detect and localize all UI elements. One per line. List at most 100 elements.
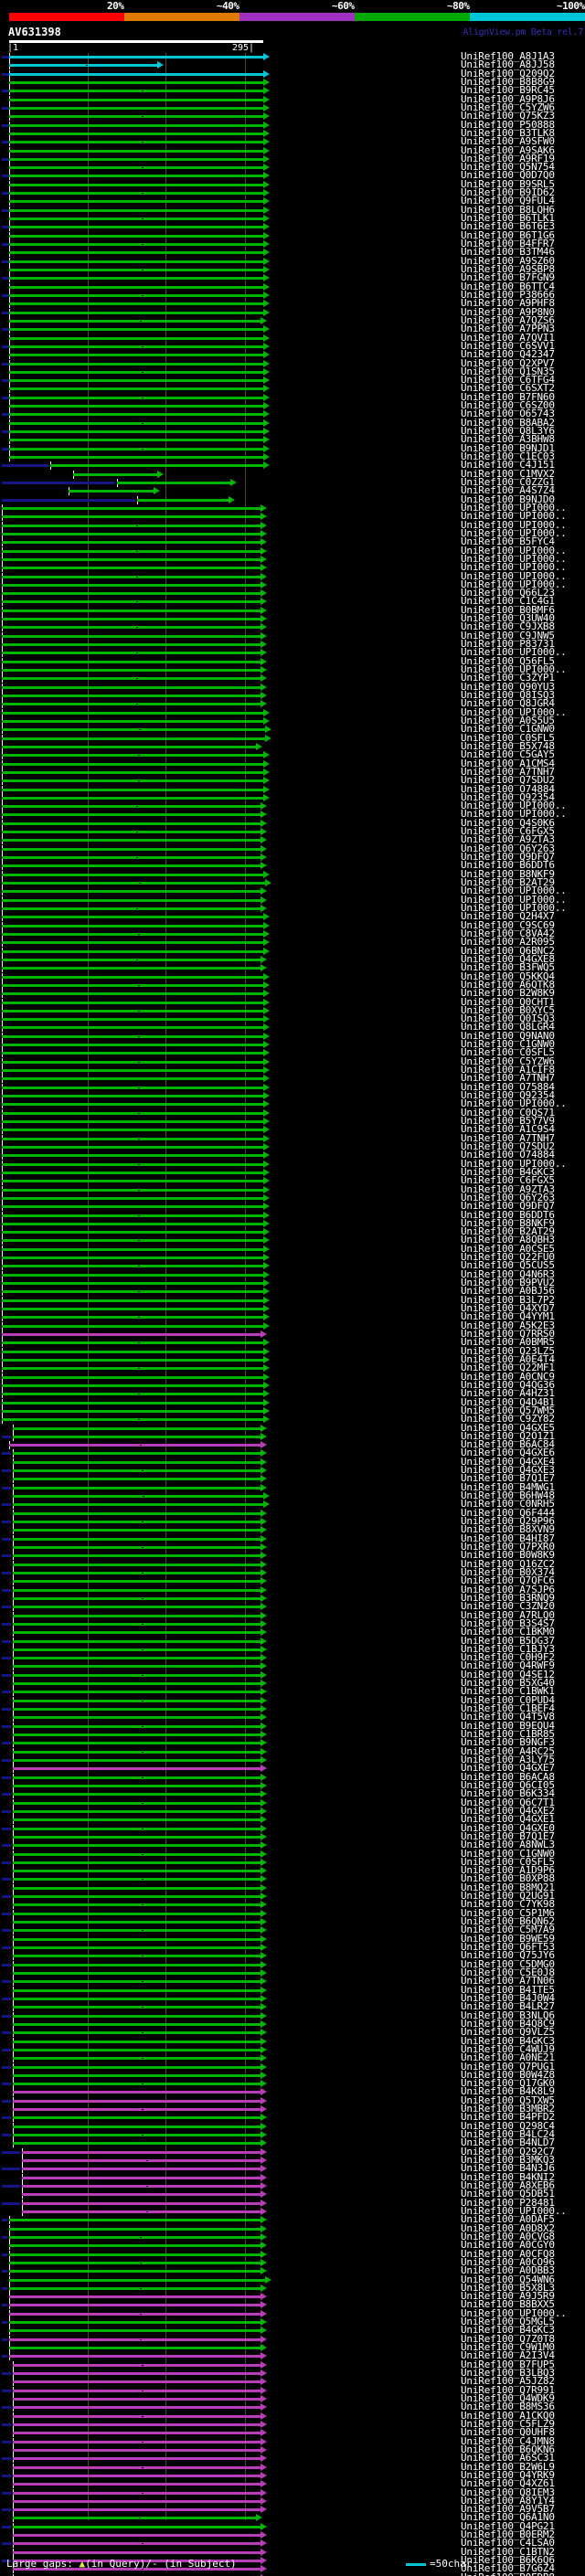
- hsp-bar[interactable]: [13, 1921, 261, 1924]
- hsp-bar[interactable]: [9, 328, 263, 331]
- hsp-bar[interactable]: [2, 618, 261, 620]
- alignment-row[interactable]: UniRef100_Q3UW40: [0, 613, 585, 623]
- hsp-bar[interactable]: [13, 2517, 256, 2519]
- hit-accession-label[interactable]: UniRef100_C0NRH5: [461, 1498, 555, 1510]
- alignment-row[interactable]: UniRef100_UPI000..: [0, 903, 585, 913]
- hsp-bar[interactable]: [2, 967, 261, 970]
- hit-accession-label[interactable]: UniRef100_C0SFL5: [461, 1046, 555, 1058]
- hit-accession-label[interactable]: UniRef100_A0NE21: [461, 2051, 555, 2063]
- alignment-row[interactable]: UniRef100_Q4XYD7: [0, 1303, 585, 1313]
- hsp-bar[interactable]: [13, 2432, 261, 2434]
- alignment-row[interactable]: UniRef100_UPI000..: [0, 647, 585, 657]
- alignment-row[interactable]: UniRef100_A0BMR5: [0, 1337, 585, 1347]
- hit-accession-label[interactable]: UniRef100_Q66L23: [461, 587, 555, 599]
- hit-accession-label[interactable]: UniRef100_Q4GXE3: [461, 1464, 555, 1476]
- alignment-row[interactable]: UniRef100_B4K8L9: [0, 2085, 585, 2097]
- hit-accession-label[interactable]: UniRef100_UPI000..: [461, 885, 567, 896]
- hit-accession-label[interactable]: UniRef100_Q4XZ61: [461, 2477, 555, 2489]
- alignment-row[interactable]: UniRef100_B9RC45: [0, 84, 585, 96]
- alignment-row[interactable]: UniRef100_B8ABA2: [0, 418, 585, 428]
- hit-accession-label[interactable]: UniRef100_Q8JGR4: [461, 697, 555, 709]
- alignment-row[interactable]: UniRef100_A9J5R9: [0, 2291, 585, 2301]
- alignment-row[interactable]: UniRef100_B8BXX5: [0, 2299, 585, 2309]
- hsp-bar[interactable]: [13, 1640, 261, 1643]
- hsp-bar[interactable]: [13, 2415, 261, 2418]
- alignment-row[interactable]: UniRef100_B3MBR2: [0, 2104, 585, 2114]
- alignment-row[interactable]: UniRef100_Q2H4X7: [0, 911, 585, 921]
- hit-accession-label[interactable]: UniRef100_A4RC25: [461, 1745, 555, 1757]
- hsp-bar[interactable]: [9, 260, 263, 263]
- hsp-bar[interactable]: [2, 1282, 263, 1285]
- alignment-row[interactable]: UniRef100_B3L7P2: [0, 1295, 585, 1305]
- alignment-row[interactable]: UniRef100_B4HI87: [0, 1533, 585, 1543]
- hit-accession-label[interactable]: UniRef100_A9SBP8: [461, 263, 555, 275]
- hsp-bar[interactable]: [2, 1052, 263, 1055]
- hit-accession-label[interactable]: UniRef100_A8XEB6: [461, 2179, 555, 2191]
- hit-accession-label[interactable]: UniRef100_Q6A1N0: [461, 2511, 555, 2523]
- hit-accession-label[interactable]: UniRef100_A0DAF5: [461, 2213, 555, 2225]
- hit-accession-label[interactable]: UniRef100_Q4GXE7: [461, 1762, 555, 1774]
- alignment-row[interactable]: UniRef100_A2I3V4: [0, 2350, 585, 2360]
- hit-accession-label[interactable]: UniRef100_C3ZN20: [461, 1600, 555, 1612]
- alignment-row[interactable]: UniRef100_A7TN06: [0, 1976, 585, 1986]
- hsp-bar[interactable]: [13, 2560, 261, 2562]
- hit-accession-label[interactable]: UniRef100_C6FGX5: [461, 825, 555, 837]
- alignment-row[interactable]: UniRef100_Q4SE12: [0, 1670, 585, 1680]
- hit-accession-label[interactable]: UniRef100_B9RC45: [461, 84, 555, 96]
- hsp-bar[interactable]: [2, 1002, 263, 1004]
- hit-accession-label[interactable]: UniRef100_C1C4G1: [461, 595, 555, 607]
- hsp-bar[interactable]: [2, 703, 261, 705]
- hit-accession-label[interactable]: UniRef100_Q22MF1: [461, 1362, 555, 1373]
- alignment-row[interactable]: UniRef100_Q57WM5: [0, 1405, 585, 1415]
- hit-accession-label[interactable]: UniRef100_O75884: [461, 1081, 555, 1093]
- hsp-bar[interactable]: [2, 576, 261, 578]
- alignment-row[interactable]: UniRef100_A0CFQ8: [0, 2249, 585, 2259]
- hit-accession-label[interactable]: UniRef100_UPI000..: [461, 502, 567, 514]
- hsp-bar[interactable]: [13, 2508, 261, 2511]
- alignment-row[interactable]: UniRef100_A0NE21: [0, 2051, 585, 2063]
- hit-accession-label[interactable]: UniRef100_B4LC24: [461, 2128, 555, 2140]
- hsp-bar[interactable]: [9, 209, 263, 212]
- hit-accession-label[interactable]: UniRef100_Q4S0K6: [461, 817, 555, 829]
- alignment-row[interactable]: UniRef100_Q17GK0: [0, 2078, 585, 2088]
- alignment-row[interactable]: UniRef100_B6QKN6: [0, 2444, 585, 2454]
- alignment-row[interactable]: UniRef100_UPI000..: [0, 2308, 585, 2318]
- hit-accession-label[interactable]: UniRef100_A6QTK8: [461, 979, 555, 991]
- hit-accession-label[interactable]: UniRef100_B3LBQ3: [461, 2367, 555, 2379]
- hit-accession-label[interactable]: UniRef100_C6SXT2: [461, 382, 555, 394]
- hit-accession-label[interactable]: UniRef100_Q209Q2: [461, 68, 555, 80]
- alignment-row[interactable]: UniRef100_A1CIF8: [0, 1065, 585, 1075]
- hsp-bar[interactable]: [13, 1980, 261, 1983]
- hit-accession-label[interactable]: UniRef100_Q4GXE0: [461, 1822, 555, 1834]
- hit-accession-label[interactable]: UniRef100_A7TNH7: [461, 766, 555, 778]
- hsp-bar[interactable]: [13, 1870, 261, 1872]
- hsp-bar[interactable]: [2, 1333, 261, 1336]
- alignment-row[interactable]: UniRef100_A1D9P6: [0, 1865, 585, 1875]
- hsp-bar[interactable]: [13, 2380, 261, 2383]
- alignment-row[interactable]: UniRef100_B0W8K9: [0, 1550, 585, 1560]
- alignment-row[interactable]: UniRef100_Q0ISQ3: [0, 1013, 585, 1023]
- hit-accession-label[interactable]: UniRef100_Q75KZ3: [461, 110, 555, 122]
- hsp-bar[interactable]: [2, 1359, 263, 1362]
- alignment-row[interactable]: UniRef100_A7PPN3: [0, 323, 585, 334]
- hsp-bar[interactable]: [2, 1265, 263, 1267]
- hsp-bar[interactable]: [2, 1308, 263, 1310]
- hsp-bar[interactable]: [13, 2031, 261, 2034]
- hit-accession-label[interactable]: UniRef100_UPI000..: [461, 706, 567, 718]
- hsp-bar[interactable]: [2, 1316, 263, 1319]
- hit-accession-label[interactable]: UniRef100_P28481: [461, 2197, 555, 2209]
- alignment-row[interactable]: UniRef100_C1BJY3: [0, 1644, 585, 1654]
- hsp-bar[interactable]: [2, 515, 261, 518]
- hit-accession-label[interactable]: UniRef100_A7RLQ0: [461, 1609, 555, 1621]
- hsp-bar[interactable]: [13, 1955, 261, 1957]
- hsp-bar[interactable]: [9, 354, 263, 356]
- hit-accession-label[interactable]: UniRef100_C3ZYP1: [461, 672, 555, 684]
- hit-accession-label[interactable]: UniRef100_Q4N6R3: [461, 1268, 555, 1280]
- alignment-row[interactable]: UniRef100_C9SC69: [0, 920, 585, 930]
- alignment-row[interactable]: UniRef100_Q4N6R3: [0, 1268, 585, 1280]
- alignment-row[interactable]: UniRef100_B9EQU4: [0, 1721, 585, 1731]
- alignment-row[interactable]: UniRef100_C6FGX5: [0, 1175, 585, 1185]
- hsp-bar[interactable]: [13, 2134, 261, 2136]
- hit-accession-label[interactable]: UniRef100_B4K8L9: [461, 2085, 555, 2097]
- hit-accession-label[interactable]: UniRef100_B7G6Z4: [461, 2562, 555, 2574]
